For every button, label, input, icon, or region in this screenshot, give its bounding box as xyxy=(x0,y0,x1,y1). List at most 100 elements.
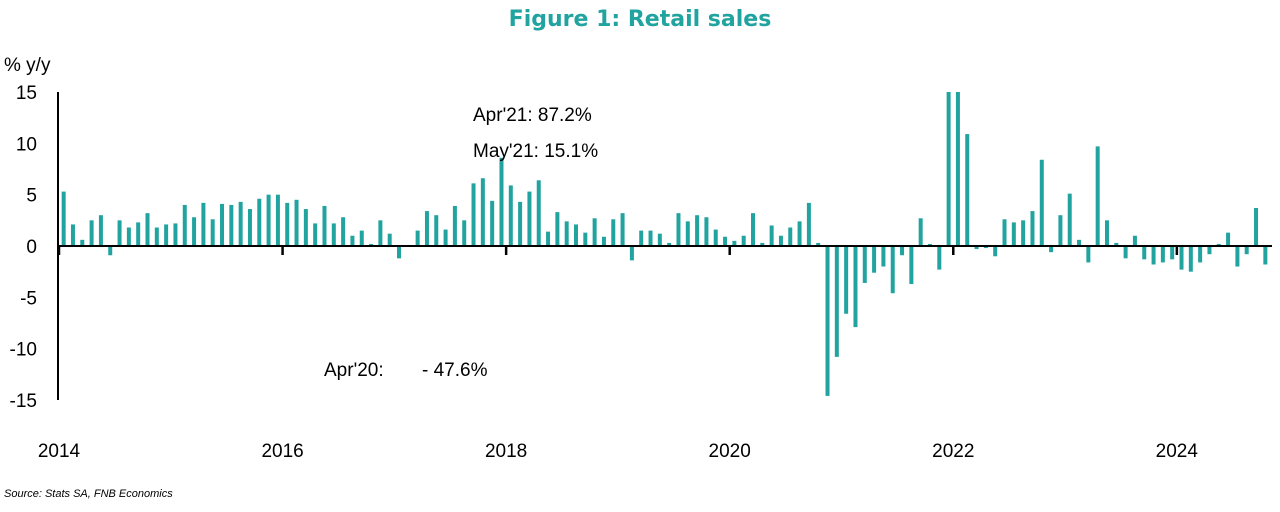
bar xyxy=(881,246,886,267)
x-tick-label: 2024 xyxy=(1156,441,1199,462)
bar xyxy=(80,239,85,246)
bar xyxy=(844,246,849,314)
bar xyxy=(723,236,728,246)
bar xyxy=(946,92,951,246)
bar xyxy=(275,194,280,246)
bar xyxy=(564,221,569,246)
bar xyxy=(98,215,103,246)
x-tick-label: 2014 xyxy=(38,441,81,462)
bar xyxy=(350,235,355,246)
bar xyxy=(192,217,197,246)
bar xyxy=(1263,246,1268,265)
bar xyxy=(667,242,672,246)
bar xyxy=(648,230,653,246)
bar xyxy=(778,235,783,246)
bar xyxy=(872,246,877,273)
bar xyxy=(834,246,839,357)
x-axis-ticks: 2014 2016 2018 2020 2022 2024 xyxy=(38,246,1199,462)
annotation-apr20-value: - 47.6% xyxy=(422,360,488,381)
bar xyxy=(713,229,718,246)
bar xyxy=(1142,246,1147,260)
bar xyxy=(1021,220,1026,246)
bar xyxy=(210,219,215,246)
bar xyxy=(1002,219,1007,246)
x-tick-label: 2016 xyxy=(261,441,303,462)
bar xyxy=(1095,146,1100,246)
bar xyxy=(1058,215,1063,246)
bar xyxy=(816,242,821,246)
bar xyxy=(583,232,588,246)
bar xyxy=(257,198,262,246)
bar xyxy=(415,230,420,246)
bar xyxy=(126,227,131,246)
bar xyxy=(555,212,560,246)
bar xyxy=(331,223,336,246)
bar xyxy=(518,201,523,246)
bar xyxy=(247,209,252,246)
bar xyxy=(974,246,979,250)
bar xyxy=(508,185,513,246)
bar xyxy=(685,221,690,246)
bar xyxy=(1039,159,1044,246)
bar xyxy=(751,213,755,246)
bar xyxy=(1188,246,1193,272)
bar xyxy=(788,227,793,246)
bar xyxy=(322,205,327,246)
bar xyxy=(993,246,998,257)
bar xyxy=(629,246,634,261)
bar xyxy=(676,213,681,246)
bar xyxy=(387,233,392,246)
bar xyxy=(369,243,374,246)
bar xyxy=(965,134,970,246)
x-tick-label: 2022 xyxy=(932,441,974,462)
bar xyxy=(452,205,457,246)
bar xyxy=(574,224,578,246)
bar xyxy=(546,231,551,246)
bar xyxy=(229,204,234,246)
source-note: Source: Stats SA, FNB Economics xyxy=(4,488,173,500)
bar xyxy=(1207,246,1212,255)
bar xyxy=(1132,235,1137,246)
bar xyxy=(1030,211,1035,246)
x-tick-label: 2020 xyxy=(709,441,751,462)
bar xyxy=(741,235,746,246)
bar xyxy=(695,215,700,246)
y-tick-label: 5 xyxy=(26,186,37,207)
bar xyxy=(806,202,811,246)
bar xyxy=(1067,193,1072,246)
bar xyxy=(462,220,467,246)
bar xyxy=(443,229,448,246)
bar xyxy=(1123,246,1128,259)
bar xyxy=(918,218,923,246)
bar xyxy=(1049,246,1054,253)
bar xyxy=(1254,208,1259,246)
chart-title: Figure 1: Retail sales xyxy=(509,7,772,32)
bar xyxy=(611,219,616,246)
bar xyxy=(1151,246,1156,265)
y-tick-label: 0 xyxy=(26,237,37,258)
bar xyxy=(927,243,932,246)
bar xyxy=(285,202,290,246)
bar xyxy=(527,191,532,246)
bar xyxy=(890,246,895,294)
bar xyxy=(862,246,867,283)
bar xyxy=(937,246,942,270)
bar xyxy=(424,211,429,246)
bar xyxy=(853,246,858,328)
bar xyxy=(70,224,75,246)
bar xyxy=(909,246,914,284)
annotation-apr21: Apr'21: 87.2% xyxy=(473,105,592,126)
bar xyxy=(201,202,206,246)
bar xyxy=(397,246,402,259)
bar xyxy=(359,230,364,246)
bar xyxy=(173,223,178,246)
y-axis-ticks: 15 10 5 0 -5 -10 -15 xyxy=(10,83,37,412)
annotation-apr20-label: Apr'20: xyxy=(324,360,384,381)
y-tick-label: -5 xyxy=(20,288,37,309)
bar xyxy=(536,180,541,246)
bar xyxy=(341,217,346,246)
annotation-may21: May'21: 15.1% xyxy=(473,141,598,162)
y-tick-label: 10 xyxy=(16,134,37,155)
bar xyxy=(601,236,606,246)
